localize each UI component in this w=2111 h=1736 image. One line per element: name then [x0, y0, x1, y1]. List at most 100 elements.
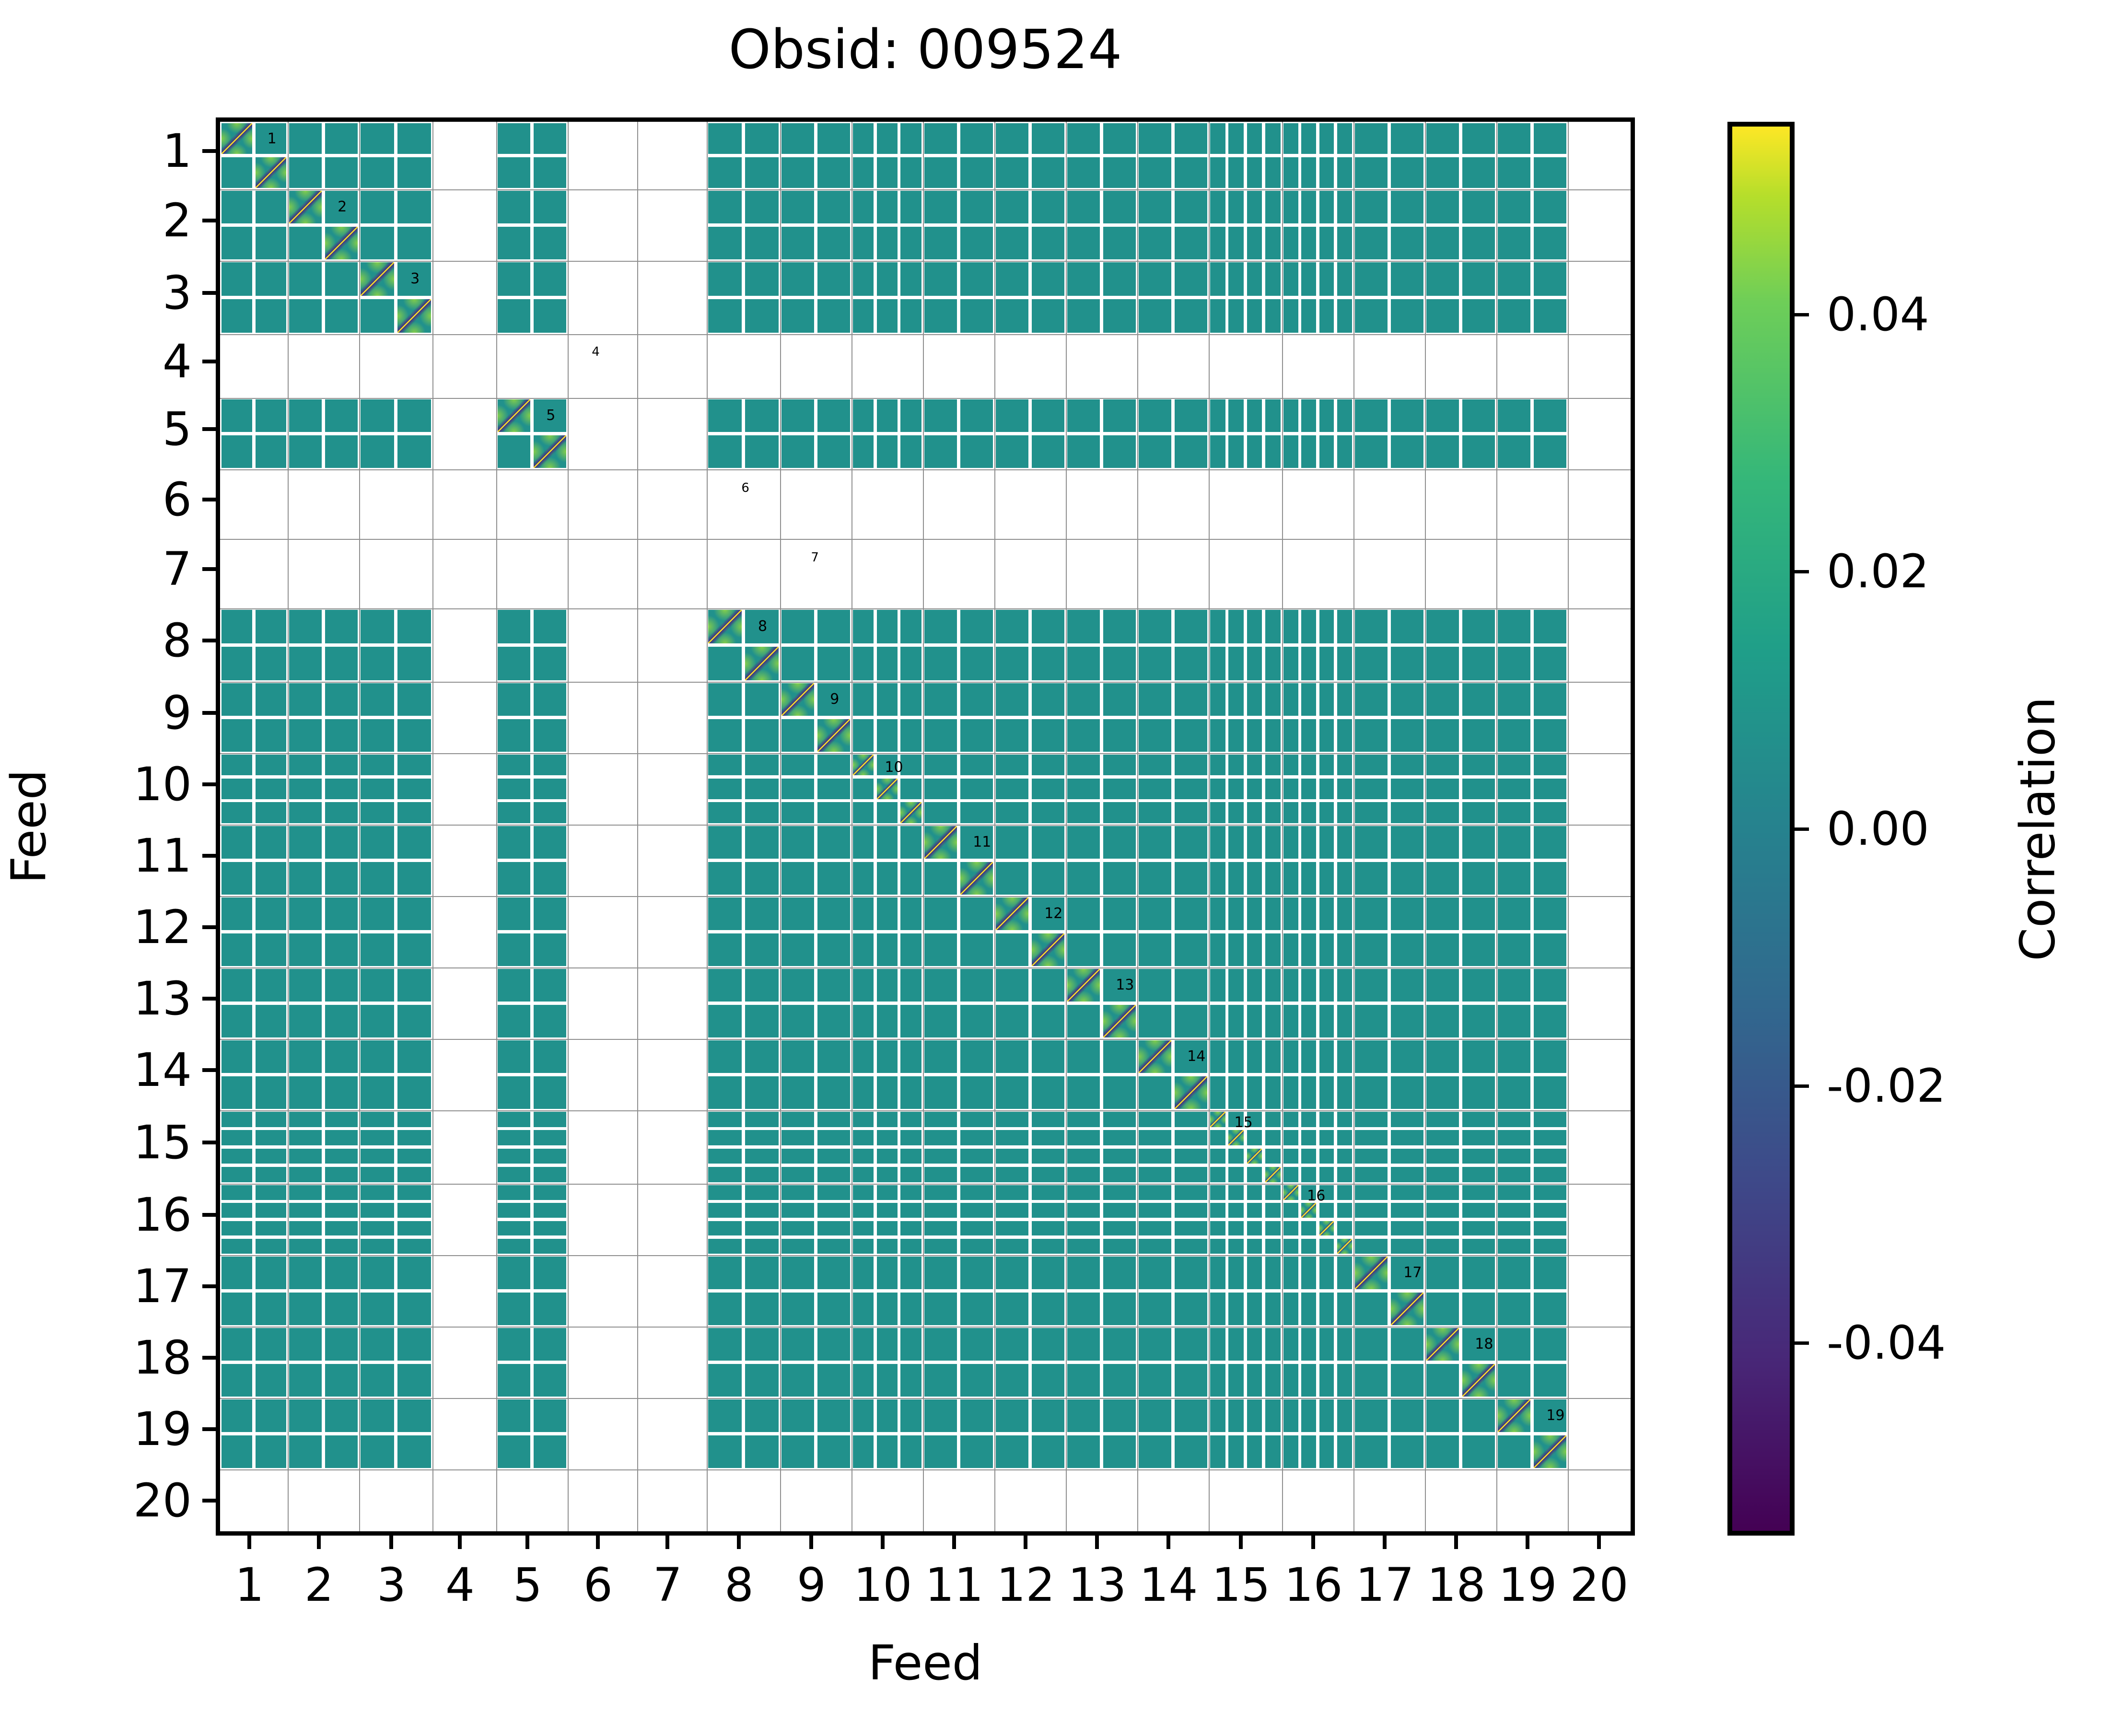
- heatmap-cell: [397, 646, 431, 680]
- gridline-vertical: [567, 122, 569, 1531]
- heatmap-cell: [1498, 1328, 1531, 1361]
- heatmap-cell: [222, 157, 253, 188]
- heatmap-cell: [1283, 610, 1298, 644]
- heatmap-cell: [817, 1363, 850, 1397]
- heatmap-cell: [397, 778, 431, 799]
- heatmap-cell-diagonal: [853, 755, 874, 776]
- colorbar[interactable]: [1727, 122, 1795, 1536]
- heatmap-cell: [1533, 802, 1566, 823]
- heatmap-cell: [533, 1004, 566, 1037]
- heatmap-cell: [876, 755, 898, 776]
- heatmap-cell: [876, 969, 898, 1002]
- heatmap-cell: [1067, 778, 1100, 799]
- heatmap-cell: [498, 1148, 531, 1164]
- heatmap-cell: [1228, 1040, 1244, 1073]
- heatmap-cell: [1462, 157, 1495, 188]
- heatmap-cell: [996, 1435, 1029, 1468]
- heatmap-cell: [1067, 646, 1100, 680]
- heatmap-cell: [817, 897, 850, 931]
- colorbar-tick-label: 0.00: [1827, 802, 1929, 856]
- heatmap-cell: [1067, 1076, 1100, 1109]
- heatmap-cell: [1498, 1363, 1531, 1397]
- heatmap-cell: [745, 933, 779, 966]
- heatmap-cell: [924, 610, 957, 644]
- heatmap-plot-area[interactable]: 1234567891011121314151617181920: [220, 122, 1631, 1531]
- heatmap-cell: [1265, 1076, 1281, 1109]
- gridline-horizontal: [220, 397, 1631, 399]
- heatmap-cell: [1533, 1203, 1566, 1218]
- heatmap-cell: [817, 191, 850, 224]
- heatmap-cell: [498, 826, 531, 859]
- heatmap-cell: [876, 1203, 898, 1218]
- heatmap-cell: [924, 1166, 957, 1182]
- heatmap-cell: [1533, 1328, 1566, 1361]
- heatmap-cell: [1210, 435, 1225, 468]
- heatmap-cell: [325, 1004, 358, 1037]
- heatmap-cell: [289, 897, 322, 931]
- heatmap-cell: [1533, 1363, 1566, 1397]
- heatmap-cell: [1337, 1363, 1352, 1397]
- x-tick-mark: [1166, 1536, 1171, 1549]
- heatmap-cell: [222, 191, 253, 224]
- heatmap-cell: [1462, 933, 1495, 966]
- heatmap-cell: [745, 610, 779, 644]
- heatmap-cell: [960, 1112, 993, 1127]
- heatmap-cell: [498, 1399, 531, 1433]
- heatmap-cell: [361, 897, 395, 931]
- heatmap-cell: [1462, 1238, 1495, 1254]
- heatmap-cell: [1533, 1221, 1566, 1236]
- heatmap-cell: [1498, 755, 1531, 776]
- heatmap-cell: [817, 778, 850, 799]
- gridline-horizontal: [220, 260, 1631, 262]
- heatmap-cell-diagonal: [708, 610, 742, 644]
- heatmap-cell: [708, 1292, 742, 1325]
- heatmap-cell-diagonal: [900, 802, 921, 823]
- heatmap-cell: [876, 610, 898, 644]
- heatmap-cell: [1210, 1203, 1225, 1218]
- heatmap-cell: [1210, 1238, 1225, 1254]
- heatmap-cell: [361, 1363, 395, 1397]
- heatmap-cell: [1228, 933, 1244, 966]
- heatmap-cell: [924, 191, 957, 224]
- heatmap-cell: [900, 1185, 921, 1200]
- heatmap-cell: [1247, 826, 1262, 859]
- heatmap-cell: [900, 969, 921, 1002]
- heatmap-cell: [876, 262, 898, 296]
- heatmap-cell: [325, 778, 358, 799]
- heatmap-cell: [781, 897, 815, 931]
- heatmap-cell: [924, 226, 957, 259]
- heatmap-cell: [1210, 683, 1225, 716]
- heatmap-cell: [817, 1166, 850, 1182]
- heatmap-cell: [397, 262, 431, 296]
- heatmap-cell: [817, 1203, 850, 1218]
- heatmap-cell: [289, 610, 322, 644]
- heatmap-cell: [781, 1112, 815, 1127]
- heatmap-axes[interactable]: 1234567891011121314151617181920: [216, 117, 1635, 1536]
- heatmap-cell-diagonal: [1174, 1076, 1207, 1109]
- heatmap-cell: [397, 1221, 431, 1236]
- heatmap-cell: [1174, 862, 1207, 895]
- heatmap-cell: [533, 123, 566, 154]
- heatmap-cell: [1533, 683, 1566, 716]
- heatmap-cell: [1301, 191, 1317, 224]
- heatmap-cell: [1247, 1221, 1262, 1236]
- gridline-horizontal: [220, 753, 1631, 754]
- heatmap-cell: [1265, 610, 1281, 644]
- heatmap-cell: [222, 610, 253, 644]
- heatmap-cell: [1533, 262, 1566, 296]
- heatmap-cell: [708, 897, 742, 931]
- heatmap-cell: [960, 1148, 993, 1164]
- heatmap-cell: [361, 1185, 395, 1200]
- heatmap-cell: [1174, 1435, 1207, 1468]
- heatmap-cell: [1283, 1238, 1298, 1254]
- heatmap-cell: [1139, 226, 1172, 259]
- heatmap-cell: [1319, 157, 1334, 188]
- heatmap-cell: [1265, 1203, 1281, 1218]
- heatmap-cell: [325, 1166, 358, 1182]
- heatmap-cell: [853, 1040, 874, 1073]
- heatmap-cell: [397, 1148, 431, 1164]
- heatmap-cell: [1462, 1292, 1495, 1325]
- heatmap-cell: [533, 683, 566, 716]
- heatmap-cell: [1103, 1148, 1136, 1164]
